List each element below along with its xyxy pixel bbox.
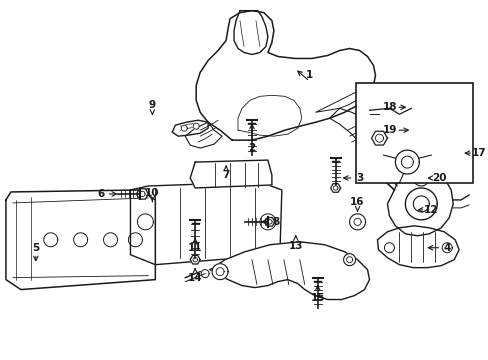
Polygon shape — [140, 191, 145, 197]
Polygon shape — [137, 214, 153, 230]
Polygon shape — [353, 218, 361, 225]
Text: 11: 11 — [187, 243, 202, 253]
Bar — [355, 84, 472, 183]
Text: 3: 3 — [355, 173, 363, 183]
Polygon shape — [196, 11, 375, 140]
Text: 9: 9 — [148, 100, 156, 110]
Polygon shape — [386, 168, 452, 236]
Polygon shape — [201, 270, 209, 278]
Polygon shape — [417, 175, 424, 181]
Text: 5: 5 — [32, 243, 40, 253]
Text: 15: 15 — [310, 293, 325, 302]
Polygon shape — [264, 217, 274, 226]
Polygon shape — [349, 214, 365, 230]
Polygon shape — [193, 257, 197, 262]
Polygon shape — [377, 226, 458, 268]
Text: 17: 17 — [471, 148, 486, 158]
Polygon shape — [412, 170, 428, 186]
Text: 20: 20 — [431, 173, 446, 183]
Text: 14: 14 — [187, 273, 202, 283]
Polygon shape — [371, 131, 386, 145]
Text: 16: 16 — [349, 197, 364, 207]
Polygon shape — [330, 184, 340, 192]
Polygon shape — [193, 123, 199, 129]
Text: 10: 10 — [145, 188, 159, 198]
Text: 13: 13 — [288, 241, 303, 251]
Text: 18: 18 — [383, 102, 397, 112]
Text: 6: 6 — [97, 189, 104, 199]
Text: 2: 2 — [248, 143, 255, 153]
Polygon shape — [375, 134, 383, 142]
Polygon shape — [172, 120, 208, 136]
Text: 19: 19 — [383, 125, 397, 135]
Polygon shape — [419, 176, 422, 180]
Text: 12: 12 — [423, 205, 438, 215]
Polygon shape — [234, 11, 267, 54]
Polygon shape — [210, 242, 369, 300]
Polygon shape — [412, 196, 428, 212]
Polygon shape — [343, 254, 355, 266]
Polygon shape — [260, 214, 275, 230]
Polygon shape — [405, 188, 436, 220]
Text: 8: 8 — [272, 217, 279, 227]
Polygon shape — [216, 268, 224, 276]
Polygon shape — [329, 108, 375, 142]
Polygon shape — [130, 182, 281, 265]
Polygon shape — [6, 190, 155, 289]
Text: 4: 4 — [443, 243, 450, 253]
Text: 7: 7 — [222, 170, 229, 180]
Polygon shape — [128, 233, 142, 247]
Polygon shape — [375, 135, 382, 142]
Text: 1: 1 — [305, 71, 313, 80]
Polygon shape — [212, 264, 227, 280]
Polygon shape — [267, 220, 272, 224]
Polygon shape — [136, 189, 148, 199]
Polygon shape — [74, 233, 87, 247]
Polygon shape — [44, 233, 58, 247]
Polygon shape — [395, 150, 419, 174]
Polygon shape — [190, 160, 271, 188]
Polygon shape — [333, 186, 337, 190]
Polygon shape — [181, 125, 187, 131]
Polygon shape — [315, 84, 383, 112]
Polygon shape — [416, 174, 425, 182]
Polygon shape — [384, 243, 394, 253]
Polygon shape — [441, 243, 451, 253]
Polygon shape — [103, 233, 117, 247]
Polygon shape — [190, 255, 200, 264]
Polygon shape — [185, 122, 222, 148]
Polygon shape — [346, 257, 352, 263]
Polygon shape — [401, 156, 412, 168]
